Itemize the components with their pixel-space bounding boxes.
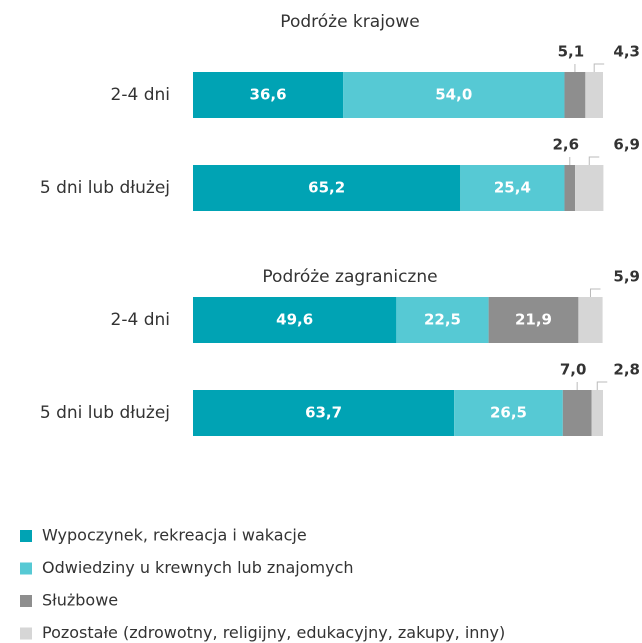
leader-line [588, 156, 600, 165]
bar-segment [193, 165, 461, 211]
category-label: 2-4 dni [111, 85, 170, 105]
bar-segment [454, 390, 563, 436]
legend-swatch [20, 530, 32, 542]
value-label: 6,9 [613, 136, 640, 154]
bar-segment [591, 390, 603, 436]
bar-segment [193, 390, 455, 436]
bar-segment [578, 297, 603, 343]
value-label: 25,4 [494, 179, 531, 197]
legend-swatch [20, 595, 32, 607]
bar-segment [396, 297, 489, 343]
category-label: 5 dni lub dłużej [40, 403, 170, 423]
bar-segment [193, 72, 344, 118]
legend-label: Wypoczynek, rekreacja i wakacje [42, 526, 307, 545]
bar-segment [564, 72, 586, 118]
legend-label: Służbowe [42, 591, 118, 610]
category-label: 2-4 dni [111, 310, 170, 330]
bar-segment [564, 165, 576, 211]
leader-line [593, 63, 605, 72]
value-label: 7,0 [560, 361, 587, 379]
value-label: 49,6 [276, 311, 313, 329]
value-label: 21,9 [515, 311, 552, 329]
leader-line [589, 288, 601, 297]
bar-segment [488, 297, 579, 343]
value-label: 4,3 [613, 43, 640, 61]
legend-label: Pozostałe (zdrowotny, religijny, edukacy… [42, 623, 505, 642]
legend-label: Odwiedziny u krewnych lub znajomych [42, 558, 354, 577]
value-label: 2,6 [553, 136, 580, 154]
bar-segment [585, 72, 603, 118]
bar-segment [562, 390, 592, 436]
group-title: Podróże zagraniczne [262, 267, 437, 287]
legend-swatch [20, 562, 32, 575]
value-label: 26,5 [490, 404, 527, 422]
bar-segment [460, 165, 565, 211]
category-label: 5 dni lub dłużej [40, 178, 170, 198]
value-label: 5,1 [558, 43, 585, 61]
value-label: 2,8 [613, 361, 640, 379]
group-title: Podróże krajowe [280, 12, 419, 32]
value-label: 54,0 [435, 86, 472, 104]
value-label: 22,5 [424, 311, 461, 329]
value-label: 63,7 [305, 404, 342, 422]
legend-swatch [20, 627, 32, 640]
value-label: 36,6 [250, 86, 287, 104]
leader-line [596, 381, 608, 390]
bar-segment [575, 165, 604, 211]
value-label: 5,9 [613, 268, 640, 286]
bar-segment [193, 297, 397, 343]
value-label: 65,2 [308, 179, 345, 197]
bar-segment [343, 72, 565, 118]
